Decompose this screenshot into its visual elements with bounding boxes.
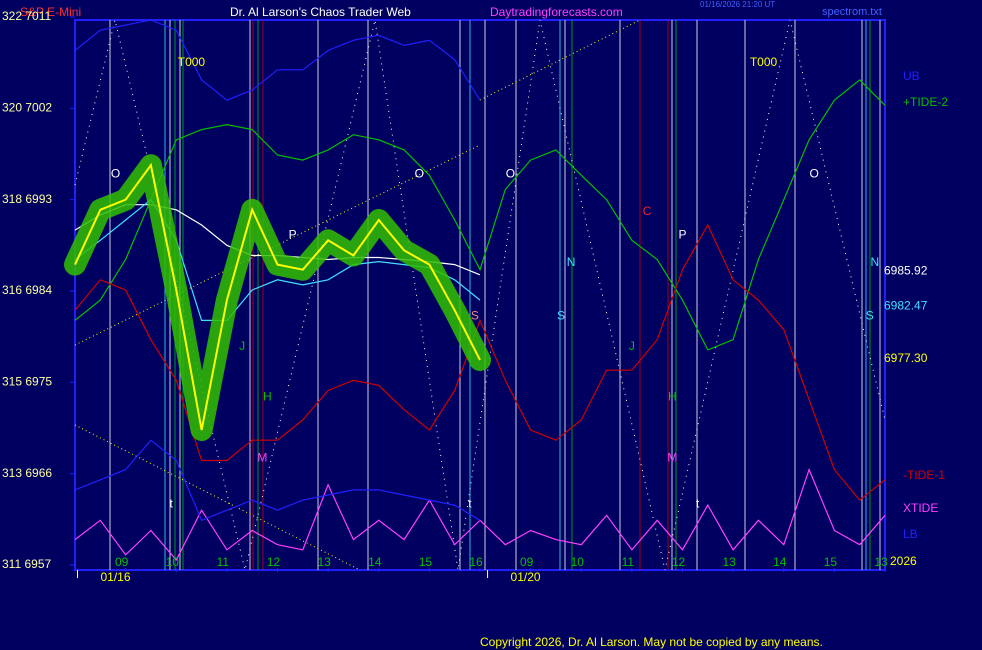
series-line <box>74 19 481 101</box>
legend-label: XTIDE <box>903 501 938 515</box>
header-time: 01/16/2026 21:20 UT <box>700 0 775 9</box>
annotation: O <box>111 166 120 180</box>
x-tick-label: 16 <box>469 555 483 569</box>
x-tick-label: 14 <box>773 555 787 569</box>
annotation: t <box>170 496 174 510</box>
header-left: S&P E-Mini <box>20 5 81 19</box>
price-label: 6977.30 <box>884 351 928 365</box>
price-label: 6985.92 <box>884 264 928 278</box>
footer: Copyright 2026, Dr. Al Larson. May not b… <box>480 635 823 649</box>
x-tick-label: 14 <box>368 555 382 569</box>
annotation: T000 <box>178 55 206 69</box>
annotation: N <box>871 255 880 269</box>
annotation: J <box>629 339 635 353</box>
price-label: 6982.47 <box>884 299 928 313</box>
header-site: Daytradingforecasts.com <box>490 5 623 19</box>
annotation: J <box>239 339 245 353</box>
annotation: O <box>415 166 424 180</box>
annotation: S <box>471 309 479 323</box>
chart-title: Dr. Al Larson's Chaos Trader Web <box>230 5 411 19</box>
y-tick-label: 320 7002 <box>2 101 52 115</box>
date-label: 01/16 <box>100 570 130 584</box>
annotation: P <box>289 227 297 241</box>
trend-line <box>74 144 481 346</box>
annotation: M <box>257 451 267 465</box>
x-tick-label: 10 <box>166 555 180 569</box>
cycle-lines <box>109 20 881 570</box>
annotation: H <box>263 390 272 404</box>
x-tick-label: 15 <box>419 555 433 569</box>
y-tick-label: 318 6993 <box>2 192 52 206</box>
annotation: H <box>668 390 677 404</box>
legend-label: -TIDE-1 <box>903 468 945 482</box>
annotation: M <box>667 451 677 465</box>
series-line <box>74 162 481 431</box>
annotation: T000 <box>750 55 778 69</box>
annotation: P <box>678 227 686 241</box>
x-tick-label: 13 <box>874 555 888 569</box>
series-line <box>74 223 886 501</box>
y-tick-label: 315 6975 <box>2 375 52 389</box>
series-line <box>74 439 481 522</box>
date-label: 01/20 <box>511 570 541 584</box>
x-tick-label: 11 <box>622 555 635 569</box>
annotation: O <box>809 166 818 180</box>
x-tick-label: 12 <box>672 555 686 569</box>
year-label: 2026 <box>890 554 917 568</box>
x-tick-label: 10 <box>571 555 585 569</box>
x-tick-label: 09 <box>115 555 129 569</box>
x-tick-label: 13 <box>722 555 736 569</box>
y-tick-label: 313 6966 <box>2 466 52 480</box>
annotation: t <box>696 496 700 510</box>
annotation: N <box>567 255 576 269</box>
annotation: O <box>506 166 515 180</box>
y-tick-label: 311 6957 <box>2 557 51 571</box>
y-tick-label: 322 7011 <box>2 9 51 23</box>
annotation: t <box>468 496 472 510</box>
annotation: S <box>557 309 565 323</box>
x-tick-label: 13 <box>317 555 331 569</box>
x-tick-label: 09 <box>520 555 534 569</box>
x-tick-label: 15 <box>824 555 838 569</box>
series-line <box>74 79 886 351</box>
annotation: S <box>866 309 874 323</box>
legend-label: LB <box>903 527 918 541</box>
header-file: spectrom.txt <box>822 6 882 18</box>
legend-label: UB <box>903 69 920 83</box>
x-tick-label: 11 <box>217 555 230 569</box>
legend-label: +TIDE-2 <box>903 95 948 109</box>
x-tick-label: 12 <box>267 555 281 569</box>
y-tick-label: 316 6984 <box>2 283 52 297</box>
annotation: C <box>643 204 652 218</box>
